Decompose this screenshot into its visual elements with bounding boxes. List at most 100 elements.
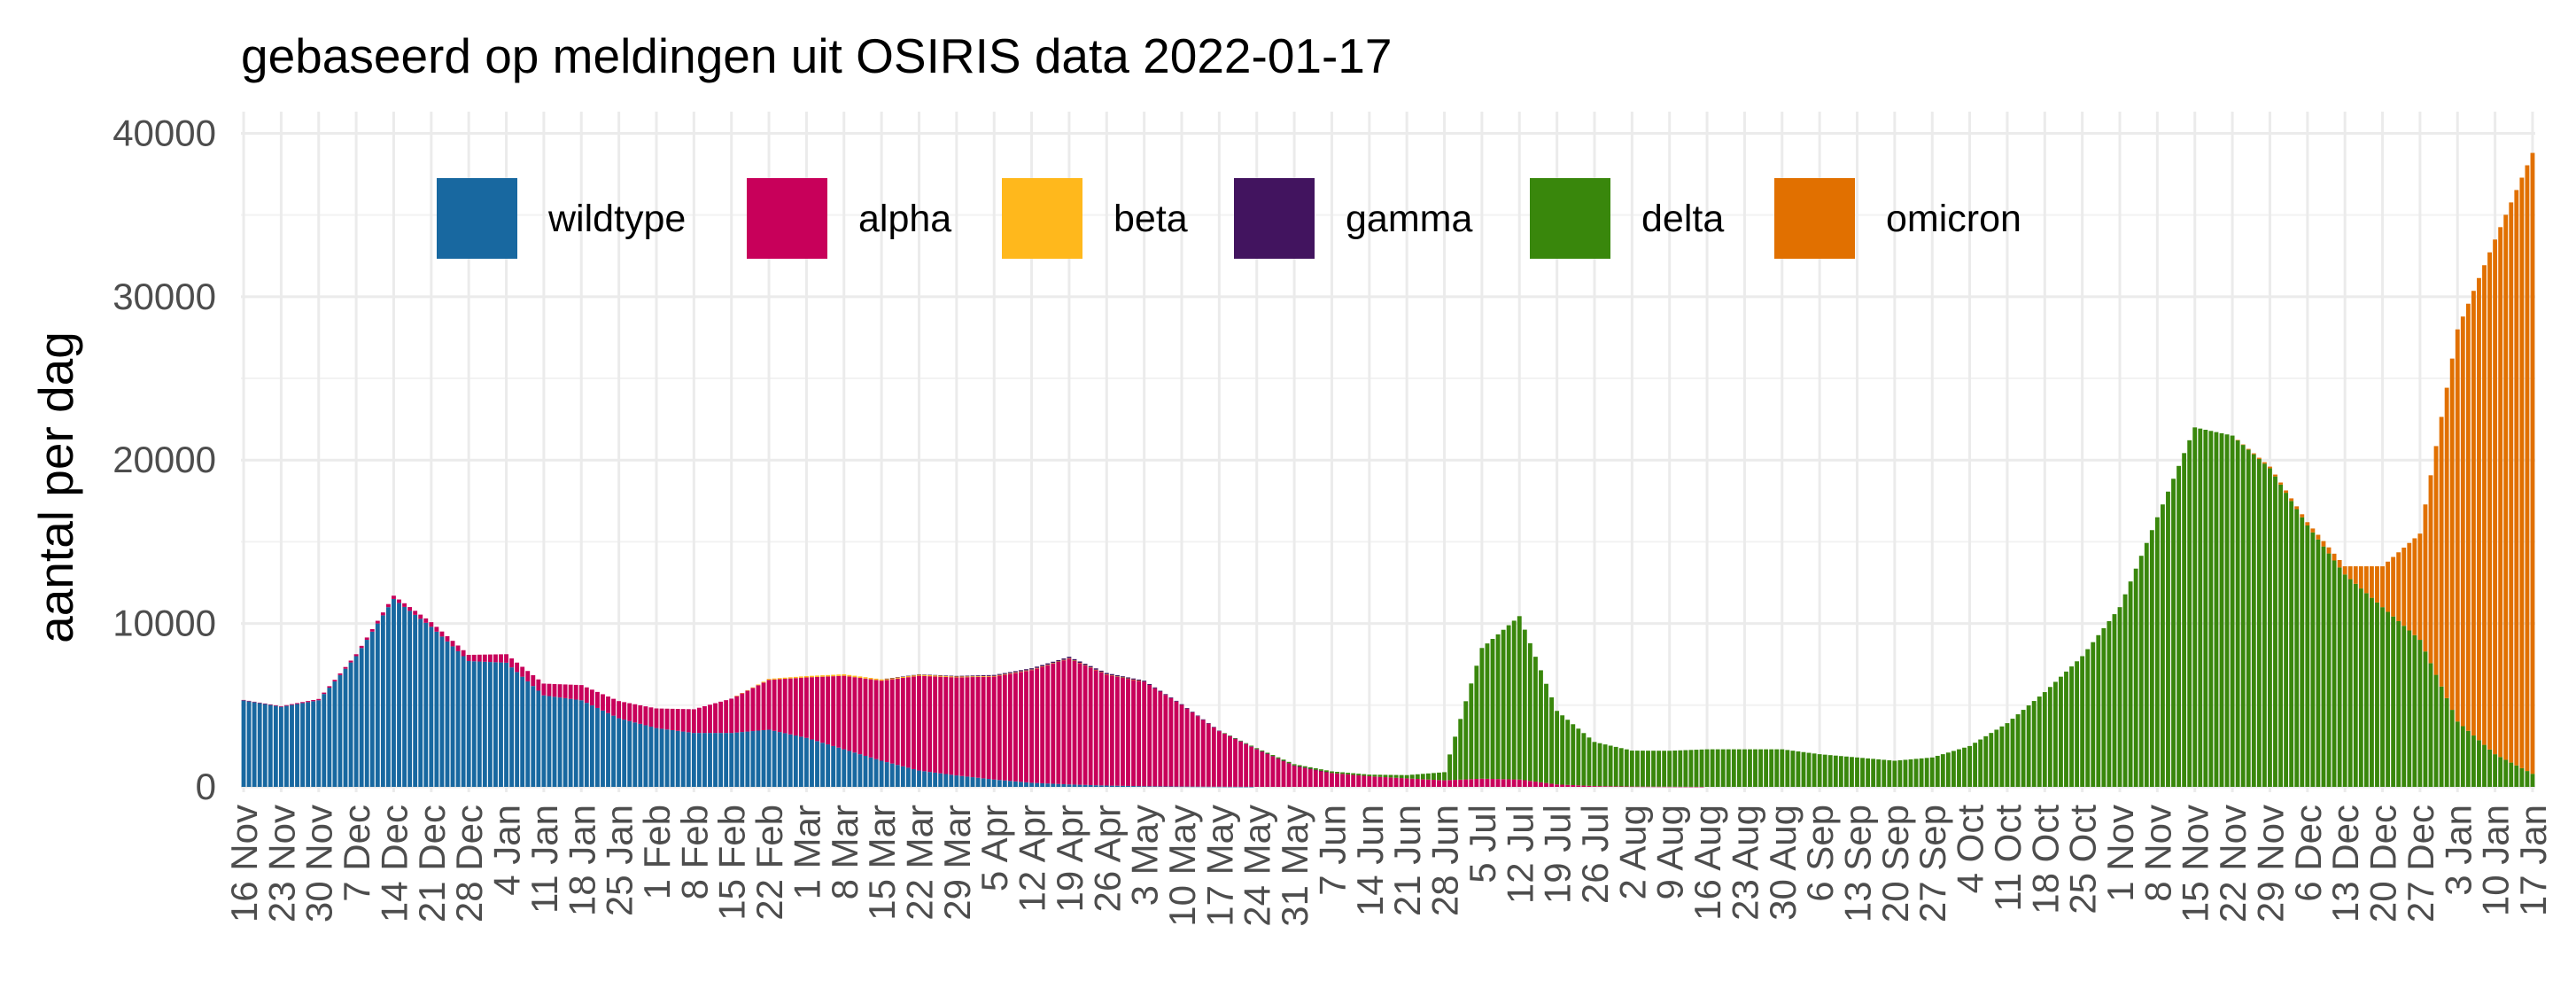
bar-delta xyxy=(2010,719,2015,787)
bar-alpha xyxy=(734,696,740,733)
bar-alpha xyxy=(1404,778,1409,787)
bar-beta xyxy=(981,676,986,677)
bar-delta xyxy=(1592,742,1597,787)
bar-delta xyxy=(2433,674,2439,787)
bar-wildtype xyxy=(1184,786,1190,788)
bar-delta xyxy=(2096,634,2101,787)
legend: wildtype alpha beta gamma delta omicron xyxy=(437,178,2021,259)
bar-wildtype xyxy=(713,733,718,787)
bar-wildtype xyxy=(450,646,455,787)
bar-delta xyxy=(1855,757,1859,787)
x-tick-label: 4 Oct xyxy=(1950,805,1991,894)
bar-delta xyxy=(1335,772,1339,774)
bar-beta xyxy=(884,678,889,681)
bar-wildtype xyxy=(311,701,316,787)
bar-alpha xyxy=(316,698,322,701)
bar-beta xyxy=(1051,663,1056,664)
bar-omicron xyxy=(2428,475,2433,664)
bar-alpha xyxy=(515,662,520,673)
bar-delta xyxy=(2069,666,2074,787)
bar-gamma xyxy=(1137,679,1142,681)
bar-delta xyxy=(2310,532,2316,787)
bar-alpha xyxy=(1147,684,1152,787)
bar-delta xyxy=(1351,773,1356,775)
bar-wildtype xyxy=(1029,782,1035,787)
bar-alpha xyxy=(552,683,557,697)
bar-alpha xyxy=(450,641,455,647)
bar-alpha xyxy=(1527,781,1532,787)
bar-wildtype xyxy=(772,730,777,787)
bar-alpha xyxy=(756,685,761,731)
bar-alpha xyxy=(1506,779,1511,787)
bar-beta xyxy=(1131,679,1136,681)
bar-alpha xyxy=(568,684,573,699)
bar-delta xyxy=(1806,752,1812,787)
bar-delta xyxy=(1887,759,1892,787)
bar-delta xyxy=(2005,723,2010,787)
bar-alpha xyxy=(601,694,605,711)
bar-wildtype xyxy=(766,729,772,787)
bar-beta xyxy=(868,678,873,680)
bar-wildtype xyxy=(322,694,327,787)
bar-alpha xyxy=(1634,786,1640,788)
bar-delta xyxy=(1479,648,1485,779)
bar-wildtype xyxy=(863,755,868,787)
bar-delta xyxy=(2015,714,2021,787)
bar-alpha xyxy=(1651,786,1656,788)
bar-alpha xyxy=(471,654,477,662)
bar-beta xyxy=(761,681,766,683)
bar-wildtype xyxy=(429,626,434,787)
bar-omicron xyxy=(2246,448,2251,450)
bar-alpha xyxy=(750,688,756,732)
x-tick-label: 3 Jan xyxy=(2437,805,2479,896)
bar-alpha xyxy=(857,677,863,755)
bar-wildtype xyxy=(740,732,745,787)
bar-omicron xyxy=(2449,358,2455,711)
bar-wildtype xyxy=(471,661,477,787)
bar-alpha xyxy=(1121,677,1125,786)
bar-alpha xyxy=(1131,679,1136,787)
bar-wildtype xyxy=(466,661,471,787)
bar-delta xyxy=(1962,747,1967,787)
bar-wildtype xyxy=(601,710,605,787)
bar-delta xyxy=(1694,750,1699,787)
bar-alpha xyxy=(1061,660,1067,784)
bar-omicron xyxy=(2353,566,2358,584)
bar-beta xyxy=(879,679,884,681)
bar-alpha xyxy=(648,707,654,728)
bar-alpha xyxy=(1152,688,1158,787)
x-tick-label: 1 Feb xyxy=(636,805,678,899)
bar-alpha xyxy=(1340,774,1345,787)
bar-omicron xyxy=(2455,329,2460,722)
bar-alpha xyxy=(461,650,466,657)
bar-alpha xyxy=(740,693,745,733)
bar-alpha xyxy=(509,658,515,668)
bar-delta xyxy=(1967,745,1973,787)
bar-wildtype xyxy=(1200,786,1206,788)
bar-beta xyxy=(1019,671,1023,673)
bar-alpha xyxy=(547,683,552,696)
bar-wildtype xyxy=(938,773,943,787)
bar-wildtype xyxy=(912,768,916,787)
bar-gamma xyxy=(1152,687,1158,689)
bar-gamma xyxy=(986,674,991,676)
bar-delta xyxy=(1919,758,1924,787)
bar-omicron xyxy=(2423,504,2428,652)
bar-alpha xyxy=(1270,756,1276,787)
bar-wildtype xyxy=(686,732,691,787)
bar-wildtype xyxy=(627,720,632,787)
bar-wildtype xyxy=(380,615,385,787)
bar-alpha xyxy=(927,676,933,773)
y-tick-label: 20000 xyxy=(113,439,216,480)
bar-wildtype xyxy=(300,703,306,787)
bar-gamma xyxy=(1045,663,1051,665)
bar-wildtype xyxy=(611,715,616,787)
bar-alpha xyxy=(1646,786,1650,788)
bar-wildtype xyxy=(1233,786,1238,788)
bar-omicron xyxy=(2439,416,2444,687)
x-tick-label: 11 Jan xyxy=(524,805,565,914)
bar-beta xyxy=(991,675,997,677)
bar-wildtype xyxy=(729,733,734,787)
bar-alpha xyxy=(1302,767,1307,787)
bar-wildtype xyxy=(1024,782,1028,787)
